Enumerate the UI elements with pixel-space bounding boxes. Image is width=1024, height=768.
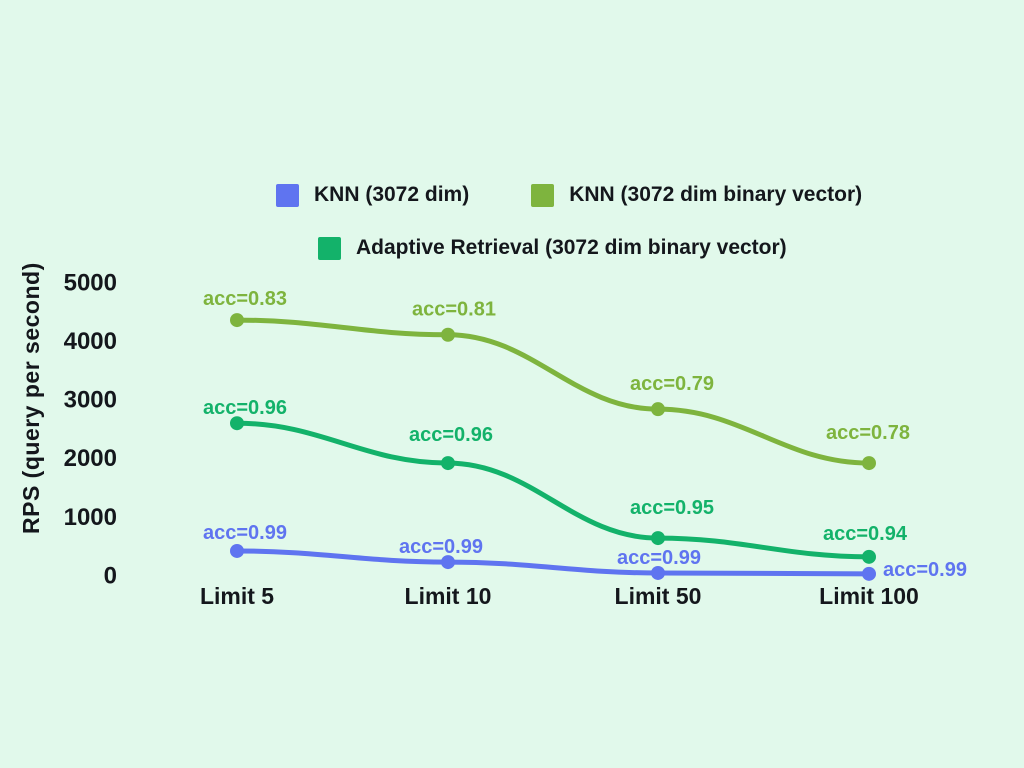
legend-swatch-knn: [276, 183, 299, 207]
legend-row-1: KNN (3072 dim) KNN (3072 dim binary vect…: [276, 183, 862, 207]
data-point: [862, 456, 876, 471]
point-annotation: acc=0.81: [412, 299, 496, 321]
x-tick-label: Limit 50: [615, 583, 702, 609]
data-point: [441, 456, 455, 471]
legend-label-adaptive-retrieval: Adaptive Retrieval (3072 dim binary vect…: [356, 236, 787, 259]
y-tick-label: 4000: [64, 328, 117, 355]
x-tick-label: Limit 100: [819, 583, 919, 609]
point-annotation: acc=0.83: [203, 288, 287, 310]
y-tick-label: 0: [104, 562, 117, 589]
y-tick-label: 1000: [64, 504, 117, 531]
point-annotation: acc=0.79: [630, 373, 714, 395]
legend-swatch-adaptive-retrieval: [318, 236, 341, 260]
data-point: [441, 327, 455, 342]
data-point: [230, 543, 244, 558]
point-annotation: acc=0.96: [409, 424, 493, 446]
legend-item-adaptive-retrieval: Adaptive Retrieval (3072 dim binary vect…: [318, 236, 787, 260]
data-point: [862, 566, 876, 581]
y-tick-label: 3000: [64, 387, 117, 414]
y-tick-label: 5000: [64, 269, 117, 296]
point-annotation: acc=0.96: [203, 397, 287, 419]
point-annotation: acc=0.78: [826, 422, 910, 444]
data-point: [651, 402, 665, 417]
point-annotation: acc=0.99: [617, 547, 701, 569]
point-annotation: acc=0.99: [883, 559, 967, 581]
data-point: [651, 565, 665, 580]
x-tick-label: Limit 10: [405, 583, 492, 609]
data-point: [651, 531, 665, 546]
series-line-2: [234, 420, 872, 560]
point-annotation: acc=0.99: [399, 536, 483, 558]
legend-label-knn-binary: KNN (3072 dim binary vector): [569, 183, 863, 206]
series-line-0: [234, 548, 872, 577]
data-point: [441, 555, 455, 570]
legend-row-2: Adaptive Retrieval (3072 dim binary vect…: [318, 236, 787, 260]
legend-swatch-knn-binary: [531, 183, 555, 207]
legend-label-knn: KNN (3072 dim): [314, 183, 470, 206]
y-tick-label: 2000: [64, 445, 117, 472]
data-point: [230, 313, 244, 328]
point-annotation: acc=0.95: [630, 497, 714, 519]
legend-item-knn: KNN (3072 dim): [276, 183, 469, 207]
point-annotation: acc=0.99: [203, 522, 287, 544]
data-point: [862, 549, 876, 564]
legend-item-knn-binary: KNN (3072 dim binary vector): [531, 183, 862, 207]
point-annotation: acc=0.94: [823, 523, 908, 545]
data-point: [230, 416, 244, 431]
x-tick-label: Limit 5: [200, 583, 274, 609]
series-line-1: [234, 317, 872, 466]
